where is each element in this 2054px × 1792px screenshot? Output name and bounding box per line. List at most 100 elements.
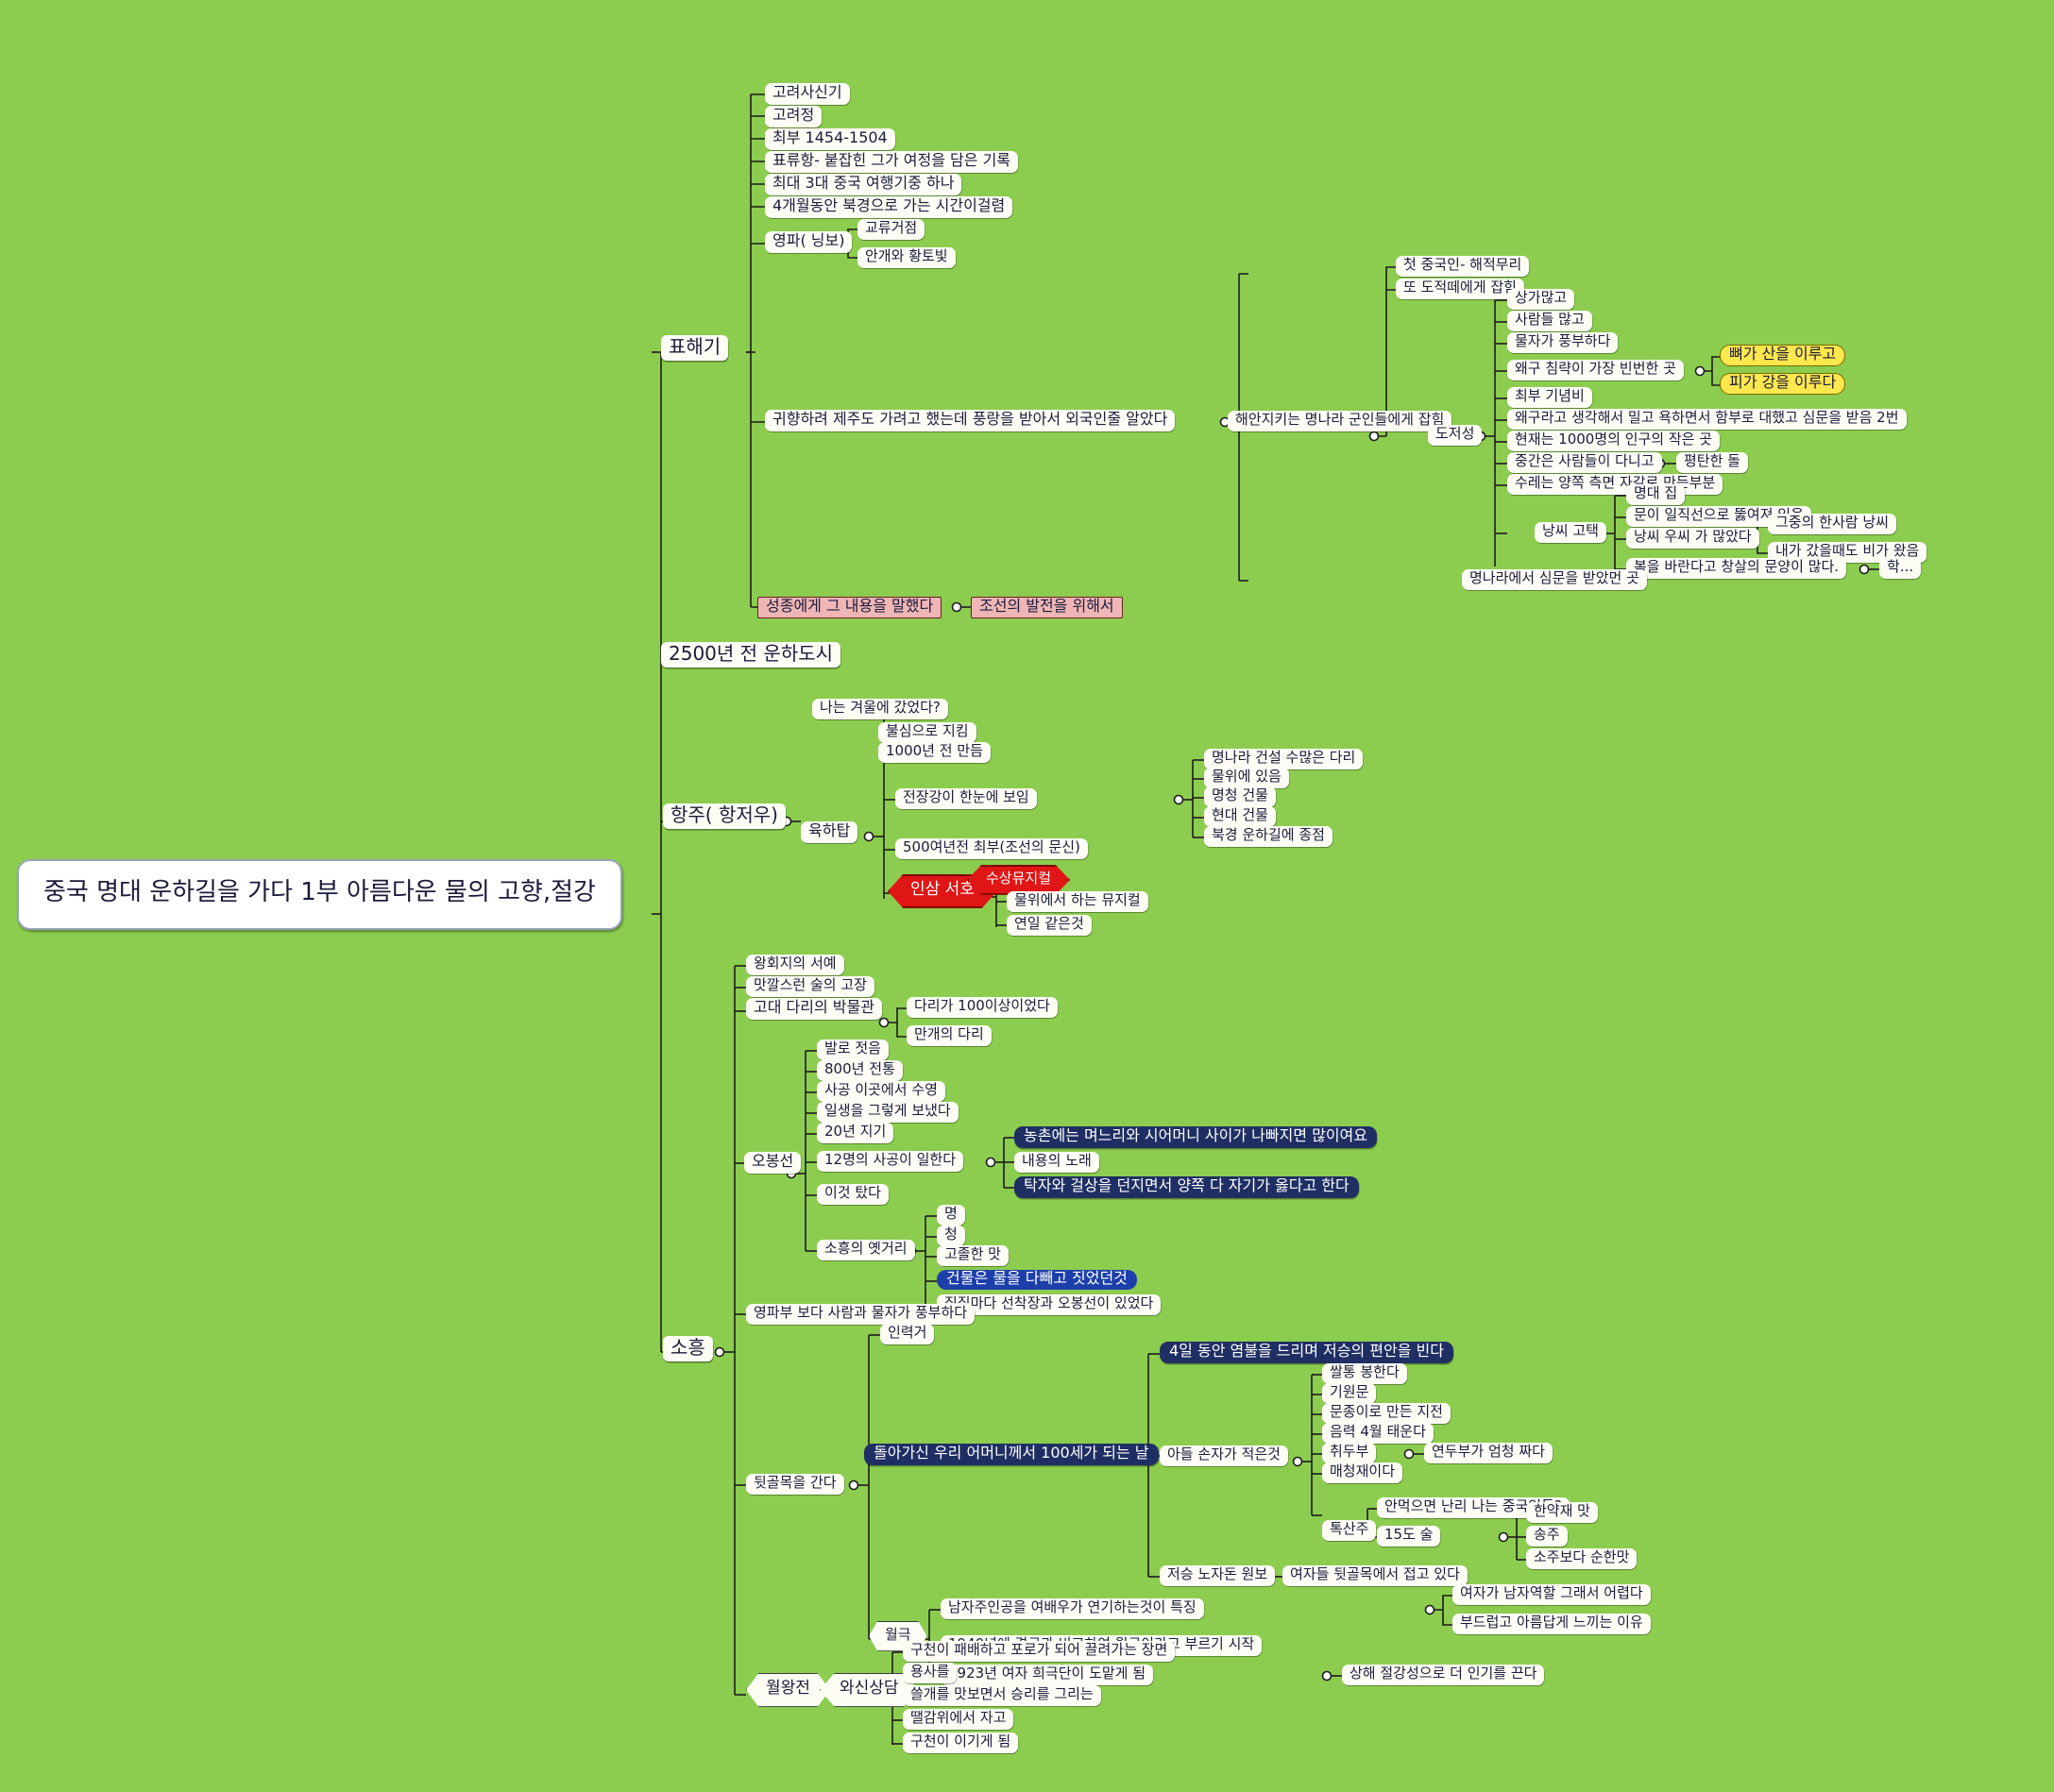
- node-soft-tofu-salty[interactable]: 연두부가 엄청 짜다: [1424, 1443, 1553, 1463]
- node-dojeoseong[interactable]: 도저성: [1428, 425, 1483, 446]
- node-15-degree-liquor[interactable]: 15도 술: [1377, 1526, 1441, 1547]
- node-drift-record[interactable]: 표류항- 붙잡힌 그가 여정을 담은 기록: [765, 151, 1019, 173]
- root-node[interactable]: 중국 명대 운하길을 가다 1부 아름다운 물의 고향,절강: [17, 859, 622, 931]
- node-musical-on-water[interactable]: 물위에서 하는 뮤지컬: [1007, 891, 1148, 912]
- node-goryeosasingi[interactable]: 고려사신기: [765, 83, 850, 105]
- node-middle-walkway[interactable]: 중간은 사람들이 다니고: [1507, 452, 1662, 473]
- branch-hangzhou[interactable]: 항주( 항저우): [663, 803, 786, 829]
- node-4-days-prayer[interactable]: 4일 동안 염불을 드리며 저승의 편안을 빈다: [1160, 1342, 1453, 1363]
- node-many-people[interactable]: 사람들 많고: [1507, 311, 1592, 331]
- node-seal-rice-jar[interactable]: 쌀통 봉한다: [1322, 1363, 1407, 1384]
- node-gucheon-captured-scene[interactable]: 구천이 패배하고 포로가 되어 끌려가는 장면: [903, 1641, 1176, 1662]
- node-paper-spirit-money[interactable]: 문종이로 만든 지전: [1322, 1403, 1451, 1424]
- node-crane[interactable]: 학...: [1879, 558, 1922, 579]
- node-richer-than-ningbo[interactable]: 영파부 보다 사람과 물자가 풍부하다: [746, 1304, 976, 1325]
- node-tasting-gall-for-victory[interactable]: 쓸개를 맛보면서 승리를 그리는: [903, 1685, 1101, 1706]
- node-milder-than-soju[interactable]: 소주보다 순한맛: [1526, 1548, 1638, 1569]
- node-for-joseon-development[interactable]: 조선의 발전을 위해서: [971, 597, 1123, 618]
- node-told-seongjong[interactable]: 성종에게 그 내용을 말했다: [757, 597, 942, 618]
- node-beijing-canal-terminus[interactable]: 북경 운하길에 종점: [1204, 826, 1333, 847]
- node-song-content[interactable]: 내용의 노래: [1014, 1152, 1099, 1173]
- node-1923-female-troupe[interactable]: 1923년 여자 희극단이 도맡게 됨: [941, 1665, 1154, 1685]
- node-ming-many-bridges[interactable]: 명나라 건설 수많은 다리: [1204, 749, 1364, 769]
- node-20-year-friend[interactable]: 20년 지기: [817, 1123, 894, 1143]
- node-sleeping-on-firewood[interactable]: 땔감위에서 자고: [903, 1709, 1014, 1730]
- node-caught-by-ming-soldiers[interactable]: 해안지키는 명나라 군인들에게 잡힘: [1228, 411, 1452, 431]
- node-doors-straight-line[interactable]: 문이 일직선으로 뚫여져 있음: [1626, 506, 1811, 527]
- node-went-in-winter[interactable]: 나는 겨울에 갔었다?: [812, 699, 948, 719]
- node-caught-by-bandits[interactable]: 또 도적떼에게 잡힘: [1396, 279, 1524, 299]
- node-spent-whole-life[interactable]: 일생을 그렇게 보냈다: [817, 1102, 959, 1123]
- node-ten-thousand-bridges[interactable]: 만개의 다리: [907, 1025, 992, 1046]
- node-wang-xizhi-calligraphy[interactable]: 왕회지의 서예: [746, 955, 844, 975]
- node-prayer-text[interactable]: 기원문: [1322, 1383, 1377, 1404]
- node-maecheongjae[interactable]: 매청재이다: [1322, 1462, 1403, 1483]
- node-mother-100th-day[interactable]: 돌아가신 우리 어머니께서 100세가 되는 날: [864, 1444, 1159, 1465]
- node-500-years-choebu[interactable]: 500여년전 최부(조선의 문신): [895, 838, 1088, 859]
- node-popular-shanghai-zhejiang[interactable]: 상해 절강성으로 더 인기를 끈다: [1342, 1665, 1545, 1685]
- node-throwing-chairs-both-right[interactable]: 탁자와 걸상을 던지면서 양쪽 다 자기가 옳다고 한다: [1014, 1176, 1359, 1198]
- node-it-rained-too[interactable]: 내가 갔을때도 비가 왔음: [1768, 542, 1927, 563]
- node-lattice-patterns-luck[interactable]: 복을 바란다고 창살의 문양이 많다.: [1626, 558, 1847, 579]
- node-blood-river[interactable]: 피가 강을 이루다: [1720, 373, 1846, 395]
- node-abundant-goods[interactable]: 물자가 풍부하다: [1507, 332, 1619, 353]
- node-rickshaw[interactable]: 인력거: [880, 1324, 935, 1344]
- node-choebu-monument[interactable]: 최부 기념비: [1507, 387, 1592, 408]
- node-wolwangjeon[interactable]: 월왕전: [746, 1673, 830, 1707]
- node-qing[interactable]: 청: [937, 1226, 965, 1246]
- node-qiantang-view[interactable]: 전장강이 한눈에 보임: [895, 788, 1037, 809]
- node-yukhatap[interactable]: 육하탑: [801, 821, 858, 843]
- node-nang-house[interactable]: 낭씨 고택: [1535, 522, 1606, 543]
- node-on-the-water[interactable]: 물위에 있음: [1204, 768, 1289, 788]
- node-songju[interactable]: 송주: [1526, 1526, 1568, 1547]
- node-exchange-hub[interactable]: 교류거점: [857, 219, 925, 240]
- node-chinese-fuss-if-not-eaten[interactable]: 안먹으면 난리 나는 중국인들?: [1377, 1497, 1570, 1518]
- node-like-yeonil[interactable]: 연일 같은것: [1007, 915, 1092, 936]
- branch-shaoxing[interactable]: 소흥: [663, 1336, 713, 1361]
- node-toksanju[interactable]: 톡산주: [1322, 1520, 1377, 1541]
- node-interrogated-twice[interactable]: 왜구라고 생각해서 밀고 욕하면서 함부로 대했고 심문을 받음 2번: [1507, 409, 1907, 430]
- node-rustic-flavor[interactable]: 고졸한 맛: [937, 1245, 1009, 1266]
- node-12-boatmen[interactable]: 12명의 사공이 일한다: [817, 1151, 964, 1172]
- node-tasty-liquor-region[interactable]: 맛깔스런 술의 고장: [746, 976, 874, 997]
- node-women-folding-in-alley[interactable]: 여자들 뒷골목에서 접고 있다: [1282, 1565, 1468, 1586]
- node-buildings-drained-water[interactable]: 건물은 물을 다빼고 짓었던것: [937, 1270, 1137, 1290]
- node-top3-travelogue[interactable]: 최대 3대 중국 여행기중 하나: [765, 174, 962, 195]
- node-stinky-tofu[interactable]: 취두부: [1322, 1443, 1377, 1463]
- node-many-shops[interactable]: 상가많고: [1507, 289, 1575, 310]
- node-wasinsangdam[interactable]: 와신상담: [820, 1673, 919, 1707]
- node-four-months[interactable]: 4개월동안 북경으로 가는 시간이걸렴: [765, 196, 1013, 218]
- node-shaoxing-old-street[interactable]: 소흥의 옛거리: [817, 1240, 915, 1260]
- node-cart-gravel-sides[interactable]: 수레는 양쪽 측면 자갈로 만든부분: [1507, 474, 1723, 495]
- node-over-100-bridges[interactable]: 다리가 100이상이었다: [907, 997, 1058, 1018]
- node-small-town-1000[interactable]: 현재는 1000명의 인구의 작은 곳: [1507, 431, 1721, 451]
- node-nang-u-surnames[interactable]: 낭씨 우씨 가 많았다: [1626, 528, 1759, 549]
- node-fog-ochre[interactable]: 안개와 황토빛: [857, 247, 956, 268]
- node-800-year-tradition[interactable]: 800년 전통: [817, 1060, 903, 1081]
- node-actress-plays-male-lead[interactable]: 남자주인공을 여배우가 연기하는것이 특징: [941, 1598, 1204, 1619]
- node-built-1000-years-ago[interactable]: 1000년 전 만듬: [878, 742, 991, 763]
- node-rowed-by-foot[interactable]: 발로 젓음: [817, 1040, 889, 1060]
- node-rode-this[interactable]: 이것 탔다: [817, 1184, 889, 1205]
- node-spirit-money-wonbo[interactable]: 저승 노자돈 원보: [1160, 1565, 1276, 1586]
- node-ming-house[interactable]: 명대 집: [1626, 484, 1686, 505]
- node-ming-qing-buildings[interactable]: 명청 건물: [1204, 786, 1276, 807]
- node-interrogated-in-ming[interactable]: 명나라에서 심문을 받았먼 곳: [1462, 569, 1647, 590]
- node-goryeojeong[interactable]: 고려정: [765, 106, 823, 127]
- node-ningbo[interactable]: 영파( 닝보): [765, 231, 853, 253]
- node-warriors[interactable]: 용사를: [903, 1663, 958, 1683]
- node-bones-mountain[interactable]: 뼈가 산을 이루고: [1720, 345, 1846, 366]
- node-first-chinese-pirates[interactable]: 첫 중국인- 해적무리: [1396, 256, 1530, 277]
- node-modern-buildings[interactable]: 현대 건물: [1204, 806, 1276, 827]
- node-dock-and-boat-each-house[interactable]: 집집마다 선착장과 오봉선이 있었다: [937, 1294, 1162, 1315]
- node-rural-inlaw-conflict[interactable]: 농촌에는 며느리와 시어머니 사이가 나빠지면 많이여요: [1014, 1126, 1377, 1148]
- node-back-alleys[interactable]: 뒷골목을 간다: [746, 1474, 844, 1495]
- node-gucheon-wins[interactable]: 구천이 이기게 됨: [903, 1733, 1019, 1753]
- branch-canal-city[interactable]: 2500년 전 운하도시: [661, 642, 841, 668]
- node-protected-by-faith[interactable]: 불심으로 지킴: [878, 722, 976, 743]
- node-ming[interactable]: 명: [937, 1205, 965, 1226]
- node-choebu-years[interactable]: 최부 1454-1504: [765, 128, 895, 150]
- node-burned-lunar-april[interactable]: 음력 4월 태운다: [1322, 1423, 1434, 1444]
- node-one-of-them-nang[interactable]: 그중의 한사람 낭씨: [1768, 514, 1896, 534]
- node-ancient-bridge-museum[interactable]: 고대 다리의 박물관: [746, 998, 882, 1020]
